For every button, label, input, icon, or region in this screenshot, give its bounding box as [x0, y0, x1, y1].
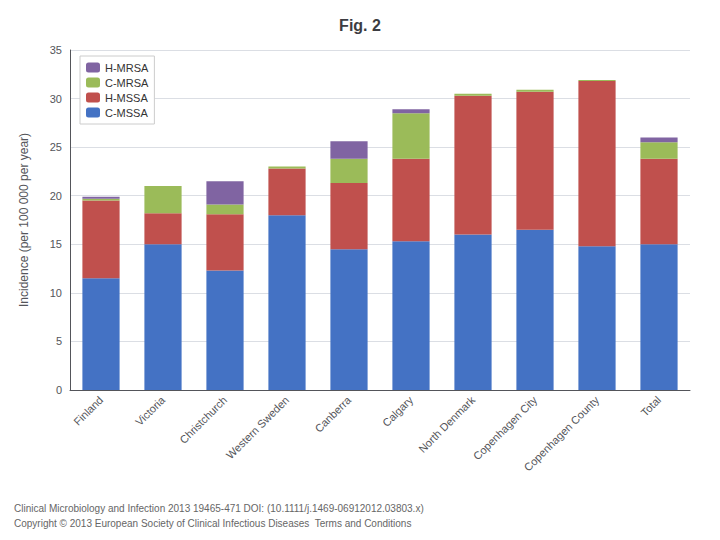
svg-text:Clinical Microbiology and Infe: Clinical Microbiology and Infection 2013… — [14, 503, 424, 514]
svg-text:Copenhagen City: Copenhagen City — [471, 393, 540, 462]
svg-text:10: 10 — [50, 287, 62, 299]
svg-text:5: 5 — [56, 335, 62, 347]
svg-text:Calgary: Calgary — [380, 393, 416, 429]
svg-text:Copyright © 2013 European Soci: Copyright © 2013 European Society of Cli… — [14, 518, 411, 529]
svg-text:Total: Total — [638, 394, 663, 419]
svg-text:Finland: Finland — [71, 394, 105, 428]
svg-text:30: 30 — [50, 93, 62, 105]
svg-text:C-MRSA: C-MRSA — [105, 77, 149, 89]
svg-text:North Denmark: North Denmark — [416, 393, 478, 455]
svg-text:35: 35 — [50, 44, 62, 56]
svg-text:H-MRSA: H-MRSA — [105, 62, 149, 74]
svg-text:Copenhagen County: Copenhagen County — [521, 393, 601, 473]
svg-text:H-MSSA: H-MSSA — [105, 92, 148, 104]
svg-text:Victoria: Victoria — [133, 393, 168, 428]
svg-text:0: 0 — [56, 384, 62, 396]
svg-text:Fig. 2: Fig. 2 — [339, 17, 381, 34]
svg-text:C-MSSA: C-MSSA — [105, 107, 148, 119]
svg-text:15: 15 — [50, 238, 62, 250]
svg-text:Christchurch: Christchurch — [177, 394, 229, 446]
svg-text:Western Sweden: Western Sweden — [224, 394, 291, 461]
svg-text:Canberra: Canberra — [312, 393, 353, 434]
svg-text:25: 25 — [50, 141, 62, 153]
svg-text:20: 20 — [50, 190, 62, 202]
svg-text:Incidence (per 100 000 per yea: Incidence (per 100 000 per year) — [17, 133, 31, 307]
